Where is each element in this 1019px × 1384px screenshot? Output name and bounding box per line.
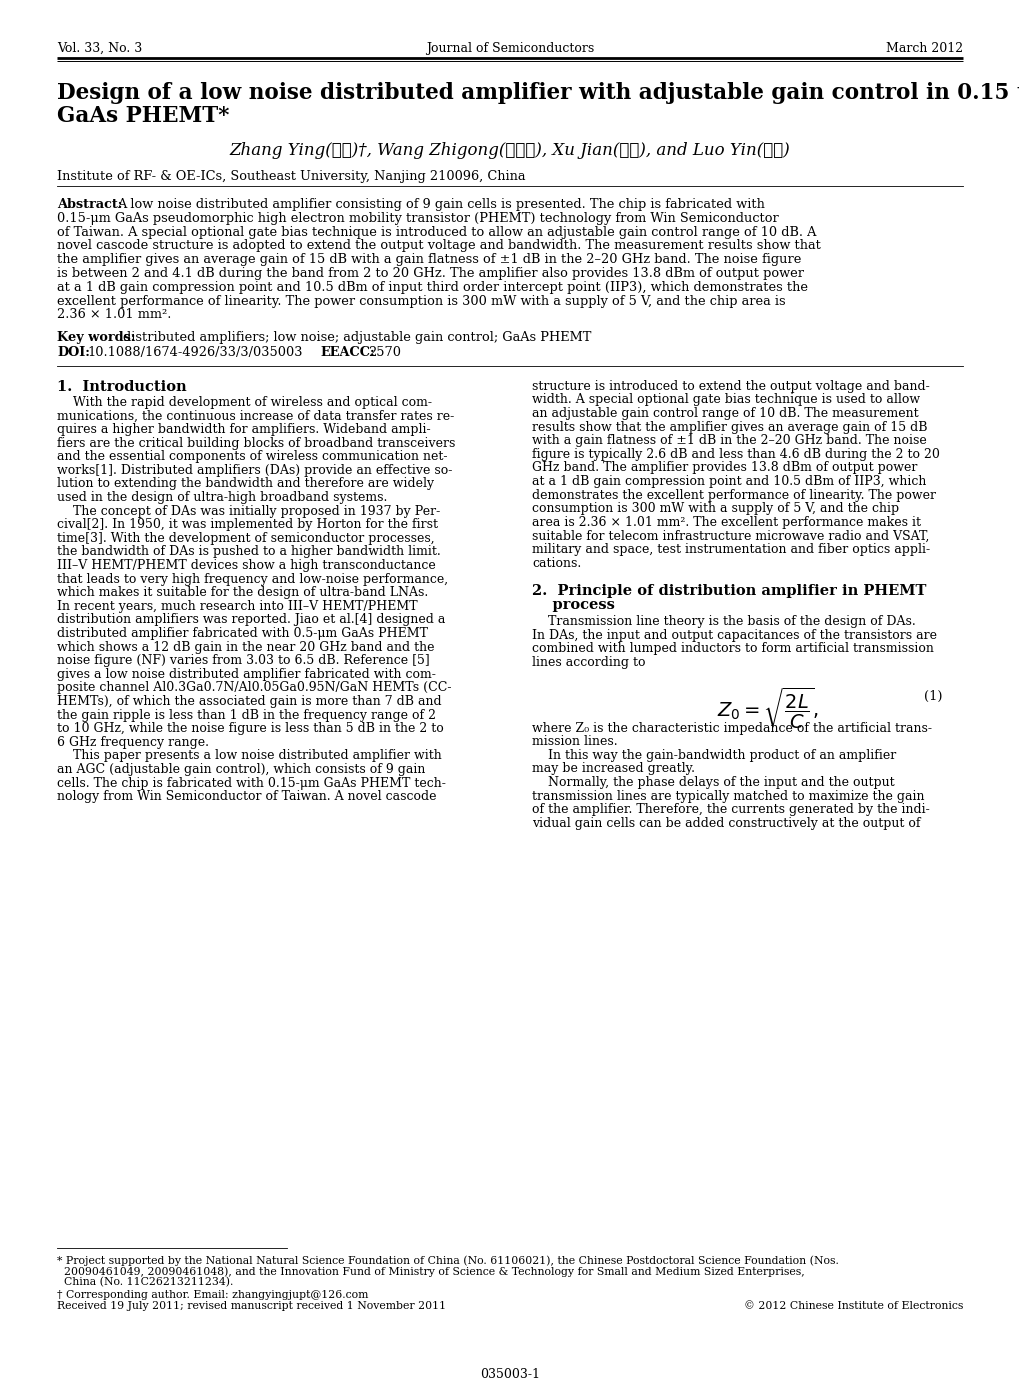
Text: fiers are the critical building blocks of broadband transceivers: fiers are the critical building blocks o… — [57, 436, 454, 450]
Text: is between 2 and 4.1 dB during the band from 2 to 20 GHz. The amplifier also pro: is between 2 and 4.1 dB during the band … — [57, 267, 803, 280]
Text: In this way the gain-bandwidth product of an amplifier: In this way the gain-bandwidth product o… — [532, 749, 896, 761]
Text: nology from Win Semiconductor of Taiwan. A novel cascode: nology from Win Semiconductor of Taiwan.… — [57, 790, 436, 803]
Text: of Taiwan. A special optional gate bias technique is introduced to allow an adju: of Taiwan. A special optional gate bias … — [57, 226, 815, 238]
Text: Vol. 33, No. 3: Vol. 33, No. 3 — [57, 42, 142, 55]
Text: works[1]. Distributed amplifiers (DAs) provide an effective so-: works[1]. Distributed amplifiers (DAs) p… — [57, 464, 452, 477]
Text: Received 19 July 2011; revised manuscript received 1 November 2011: Received 19 July 2011; revised manuscrip… — [57, 1301, 445, 1311]
Text: distributed amplifiers; low noise; adjustable gain control; GaAs PHEMT: distributed amplifiers; low noise; adjus… — [123, 331, 591, 345]
Text: 035003-1: 035003-1 — [480, 1367, 539, 1381]
Text: noise figure (NF) varies from 3.03 to 6.5 dB. Reference [5]: noise figure (NF) varies from 3.03 to 6.… — [57, 655, 429, 667]
Text: where Z₀ is the characteristic impedance of the artificial trans-: where Z₀ is the characteristic impedance… — [532, 721, 931, 735]
Text: which makes it suitable for the design of ultra-band LNAs.: which makes it suitable for the design o… — [57, 587, 428, 599]
Text: 20090461049, 20090461048), and the Innovation Fund of Ministry of Science & Tech: 20090461049, 20090461048), and the Innov… — [57, 1266, 804, 1276]
Text: Journal of Semiconductors: Journal of Semiconductors — [426, 42, 593, 55]
Text: China (No. 11C26213211234).: China (No. 11C26213211234). — [57, 1277, 233, 1287]
Text: 10.1088/1674-4926/33/3/035003: 10.1088/1674-4926/33/3/035003 — [87, 346, 303, 358]
Text: military and space, test instrumentation and fiber optics appli-: military and space, test instrumentation… — [532, 543, 929, 556]
Text: which shows a 12 dB gain in the near 20 GHz band and the: which shows a 12 dB gain in the near 20 … — [57, 641, 434, 653]
Text: demonstrates the excellent performance of linearity. The power: demonstrates the excellent performance o… — [532, 489, 935, 501]
Text: 0.15-μm GaAs pseudomorphic high electron mobility transistor (PHEMT) technology : 0.15-μm GaAs pseudomorphic high electron… — [57, 212, 777, 224]
Text: Institute of RF- & OE-ICs, Southeast University, Nanjing 210096, China: Institute of RF- & OE-ICs, Southeast Uni… — [57, 170, 525, 183]
Text: Design of a low noise distributed amplifier with adjustable gain control in 0.15: Design of a low noise distributed amplif… — [57, 82, 1019, 104]
Text: 2570: 2570 — [368, 346, 400, 358]
Text: lution to extending the bandwidth and therefore are widely: lution to extending the bandwidth and th… — [57, 477, 434, 490]
Text: (1): (1) — [923, 689, 943, 703]
Text: consumption is 300 mW with a supply of 5 V, and the chip: consumption is 300 mW with a supply of 5… — [532, 502, 898, 515]
Text: Normally, the phase delays of the input and the output: Normally, the phase delays of the input … — [532, 776, 894, 789]
Text: A low noise distributed amplifier consisting of 9 gain cells is presented. The c: A low noise distributed amplifier consis… — [117, 198, 764, 210]
Text: posite channel Al0.3Ga0.7N/Al0.05Ga0.95N/GaN HEMTs (CC-: posite channel Al0.3Ga0.7N/Al0.05Ga0.95N… — [57, 681, 451, 695]
Text: the bandwidth of DAs is pushed to a higher bandwidth limit.: the bandwidth of DAs is pushed to a high… — [57, 545, 440, 558]
Text: 1.  Introduction: 1. Introduction — [57, 379, 186, 394]
Text: 2.  Principle of distribution amplifier in PHEMT: 2. Principle of distribution amplifier i… — [532, 584, 925, 598]
Text: March 2012: March 2012 — [886, 42, 962, 55]
Text: $Z_0 = \sqrt{\dfrac{2L}{C}},$: $Z_0 = \sqrt{\dfrac{2L}{C}},$ — [716, 685, 818, 731]
Text: EEACC:: EEACC: — [320, 346, 374, 358]
Text: to 10 GHz, while the noise figure is less than 5 dB in the 2 to: to 10 GHz, while the noise figure is les… — [57, 722, 443, 735]
Text: mission lines.: mission lines. — [532, 735, 618, 749]
Text: and the essential components of wireless communication net-: and the essential components of wireless… — [57, 450, 447, 464]
Text: the amplifier gives an average gain of 15 dB with a gain flatness of ±1 dB in th: the amplifier gives an average gain of 1… — [57, 253, 801, 266]
Text: may be increased greatly.: may be increased greatly. — [532, 763, 694, 775]
Text: cells. The chip is fabricated with 0.15-μm GaAs PHEMT tech-: cells. The chip is fabricated with 0.15-… — [57, 776, 445, 790]
Text: structure is introduced to extend the output voltage and band-: structure is introduced to extend the ou… — [532, 379, 929, 393]
Text: area is 2.36 × 1.01 mm². The excellent performance makes it: area is 2.36 × 1.01 mm². The excellent p… — [532, 516, 920, 529]
Text: time[3]. With the development of semiconductor processes,: time[3]. With the development of semicon… — [57, 531, 434, 545]
Text: HEMTs), of which the associated gain is more than 7 dB and: HEMTs), of which the associated gain is … — [57, 695, 441, 709]
Text: cations.: cations. — [532, 556, 581, 570]
Text: transmission lines are typically matched to maximize the gain: transmission lines are typically matched… — [532, 790, 923, 803]
Text: that leads to very high frequency and low-noise performance,: that leads to very high frequency and lo… — [57, 573, 447, 585]
Text: In DAs, the input and output capacitances of the transistors are: In DAs, the input and output capacitance… — [532, 628, 936, 642]
Text: 2.36 × 1.01 mm².: 2.36 × 1.01 mm². — [57, 309, 171, 321]
Text: the gain ripple is less than 1 dB in the frequency range of 2: the gain ripple is less than 1 dB in the… — [57, 709, 435, 721]
Text: at a 1 dB gain compression point and 10.5 dBm of IIP3, which: at a 1 dB gain compression point and 10.… — [532, 475, 925, 489]
Text: Transmission line theory is the basis of the design of DAs.: Transmission line theory is the basis of… — [532, 616, 915, 628]
Text: with a gain flatness of ±1 dB in the 2–20 GHz band. The noise: with a gain flatness of ±1 dB in the 2–2… — [532, 435, 926, 447]
Text: at a 1 dB gain compression point and 10.5 dBm of input third order intercept poi: at a 1 dB gain compression point and 10.… — [57, 281, 807, 293]
Text: GHz band. The amplifier provides 13.8 dBm of output power: GHz band. The amplifier provides 13.8 dB… — [532, 461, 916, 475]
Text: an AGC (adjustable gain control), which consists of 9 gain: an AGC (adjustable gain control), which … — [57, 763, 425, 776]
Text: Abstract:: Abstract: — [57, 198, 122, 210]
Text: III–V HEMT/PHEMT devices show a high transconductance: III–V HEMT/PHEMT devices show a high tra… — [57, 559, 435, 572]
Text: In recent years, much research into III–V HEMT/PHEMT: In recent years, much research into III–… — [57, 599, 417, 613]
Text: used in the design of ultra-high broadband systems.: used in the design of ultra-high broadba… — [57, 491, 387, 504]
Text: gives a low noise distributed amplifier fabricated with com-: gives a low noise distributed amplifier … — [57, 668, 435, 681]
Text: novel cascode structure is adopted to extend the output voltage and bandwidth. T: novel cascode structure is adopted to ex… — [57, 239, 820, 252]
Text: of the amplifier. Therefore, the currents generated by the indi-: of the amplifier. Therefore, the current… — [532, 803, 929, 817]
Text: width. A special optional gate bias technique is used to allow: width. A special optional gate bias tech… — [532, 393, 919, 407]
Text: With the rapid development of wireless and optical com-: With the rapid development of wireless a… — [57, 396, 432, 408]
Text: DOI:: DOI: — [57, 346, 90, 358]
Text: Key words:: Key words: — [57, 331, 136, 345]
Text: © 2012 Chinese Institute of Electronics: © 2012 Chinese Institute of Electronics — [743, 1301, 962, 1311]
Text: excellent performance of linearity. The power consumption is 300 mW with a suppl: excellent performance of linearity. The … — [57, 295, 785, 307]
Text: combined with lumped inductors to form artificial transmission: combined with lumped inductors to form a… — [532, 642, 933, 656]
Text: cival[2]. In 1950, it was implemented by Horton for the first: cival[2]. In 1950, it was implemented by… — [57, 518, 437, 531]
Text: lines according to: lines according to — [532, 656, 645, 668]
Text: process: process — [532, 598, 614, 612]
Text: GaAs PHEMT*: GaAs PHEMT* — [57, 105, 229, 127]
Text: distribution amplifiers was reported. Jiao et al.[4] designed a: distribution amplifiers was reported. Ji… — [57, 613, 445, 627]
Text: munications, the continuous increase of data transfer rates re-: munications, the continuous increase of … — [57, 410, 453, 422]
Text: figure is typically 2.6 dB and less than 4.6 dB during the 2 to 20: figure is typically 2.6 dB and less than… — [532, 448, 938, 461]
Text: Zhang Ying(张瑛)†, Wang Zhigong(王志功), Xu Jian(徐建), and Luo Yin(罗寅): Zhang Ying(张瑛)†, Wang Zhigong(王志功), Xu J… — [229, 143, 790, 159]
Text: results show that the amplifier gives an average gain of 15 dB: results show that the amplifier gives an… — [532, 421, 926, 433]
Text: This paper presents a low noise distributed amplifier with: This paper presents a low noise distribu… — [57, 749, 441, 763]
Text: 6 GHz frequency range.: 6 GHz frequency range. — [57, 736, 209, 749]
Text: vidual gain cells can be added constructively at the output of: vidual gain cells can be added construct… — [532, 817, 919, 830]
Text: suitable for telecom infrastructure microwave radio and VSAT,: suitable for telecom infrastructure micr… — [532, 530, 928, 543]
Text: The concept of DAs was initially proposed in 1937 by Per-: The concept of DAs was initially propose… — [57, 505, 440, 518]
Text: † Corresponding author. Email: zhangyingjupt@126.com: † Corresponding author. Email: zhangying… — [57, 1290, 368, 1300]
Text: * Project supported by the National Natural Science Foundation of China (No. 611: * Project supported by the National Natu… — [57, 1255, 838, 1265]
Text: an adjustable gain control range of 10 dB. The measurement: an adjustable gain control range of 10 d… — [532, 407, 918, 419]
Text: distributed amplifier fabricated with 0.5-μm GaAs PHEMT: distributed amplifier fabricated with 0.… — [57, 627, 428, 639]
Text: quires a higher bandwidth for amplifiers. Wideband ampli-: quires a higher bandwidth for amplifiers… — [57, 424, 430, 436]
